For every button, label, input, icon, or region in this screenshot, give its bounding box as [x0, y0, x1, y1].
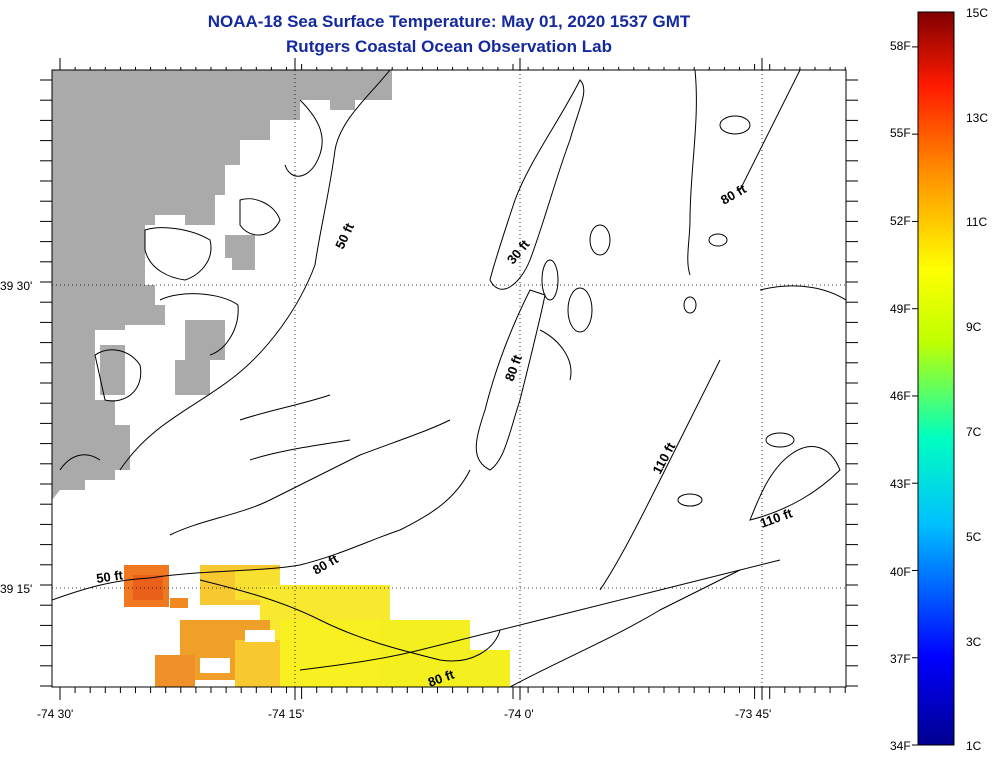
colorbar [917, 11, 955, 746]
colorbar-f-label: 55F [890, 126, 911, 140]
colorbar-f-label: 46F [890, 389, 911, 403]
lon-label: -74 15' [268, 707, 304, 721]
colorbar-c-label: 15C [966, 6, 988, 20]
colorbar-c-label: 5C [966, 530, 982, 544]
colorbar-c-label: 7C [966, 425, 982, 439]
land-patch [225, 235, 255, 270]
axis-ticks [40, 58, 858, 700]
lat-label: 39 30' [0, 279, 32, 293]
graticule [52, 70, 846, 687]
colorbar-f-labels: 58F 55F 52F 49F 46F 43F 40F 37F 34F [890, 39, 911, 753]
land-patch [330, 70, 392, 110]
lon-label: -74 30' [37, 707, 73, 721]
map-subtitle: Rutgers Coastal Ocean Observation Lab [286, 37, 612, 56]
colorbar-c-label: 13C [966, 111, 988, 125]
colorbar-f-label: 49F [890, 302, 911, 316]
colorbar-c-label: 1C [966, 739, 982, 753]
colorbar-c-label: 3C [966, 635, 982, 649]
map-title: NOAA-18 Sea Surface Temperature: May 01,… [207, 12, 691, 31]
lat-label: 39 15' [0, 582, 32, 596]
sst-pixels [124, 565, 510, 687]
colorbar-ticks [912, 46, 918, 746]
colorbar-f-label: 58F [890, 39, 911, 53]
land-mass [52, 70, 332, 500]
colorbar-c-labels: 15C 13C 11C 9C 7C 5C 3C 1C [966, 6, 988, 753]
coastlines [59, 198, 281, 471]
lon-label: -73 45' [735, 707, 771, 721]
colorbar-f-label: 37F [890, 652, 911, 666]
colorbar-f-label: 43F [890, 477, 911, 491]
depth-contours [52, 70, 846, 687]
colorbar-c-label: 11C [966, 215, 987, 229]
contour-label: 50 ft [95, 567, 124, 586]
colorbar-f-label: 40F [890, 565, 911, 579]
colorbar-f-label: 52F [890, 214, 911, 228]
colorbar-c-label: 9C [966, 320, 982, 334]
lon-label: -74 0' [504, 707, 534, 721]
land-patch [175, 320, 225, 395]
colorbar-f-label: 34F [890, 739, 911, 753]
map-frame [51, 69, 847, 688]
land-patch [100, 345, 125, 395]
